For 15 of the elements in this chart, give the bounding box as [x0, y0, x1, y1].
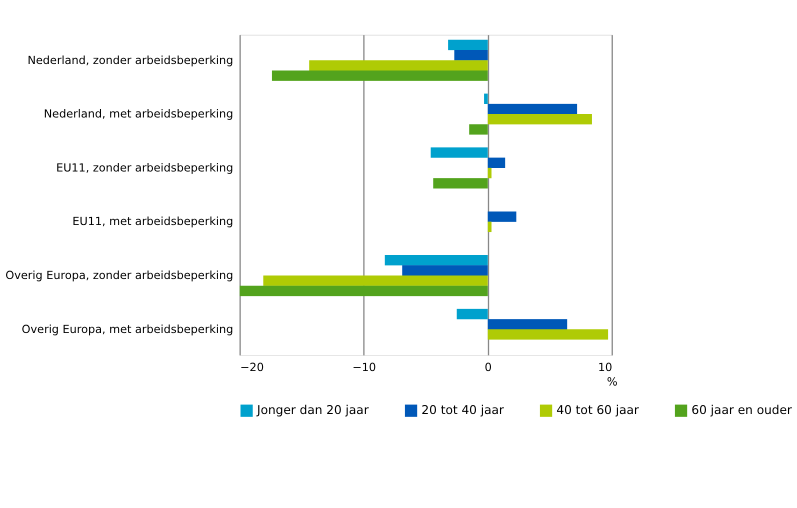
y-tick-label: Nederland, met arbeidsbeperking [44, 108, 234, 121]
x-tick-label: 0 [484, 360, 492, 374]
legend-label: Jonger dan 20 jaar [256, 403, 369, 418]
x-tick-label: −20 [240, 360, 264, 374]
y-tick-label: EU11, met arbeidsbeperking [72, 215, 234, 228]
x-axis-title: % [606, 376, 618, 389]
legend-label: 20 tot 40 jaar [421, 403, 504, 418]
y-tick-label: Overig Europa, zonder arbeidsbeperking [5, 269, 234, 282]
x-tick-label: −10 [352, 360, 376, 374]
y-tick-label: Overig Europa, met arbeidsbeperking [22, 322, 234, 336]
legend-label: 60 jaar en ouder [691, 403, 792, 418]
y-tick-label: EU11, zonder arbeidsbeperking [56, 161, 234, 174]
legend-label: 40 tot 60 jaar [556, 403, 639, 418]
y-tick-label: Nederland, zonder arbeidsbeperking [27, 54, 234, 67]
x-tick-label: 10 [598, 360, 612, 374]
